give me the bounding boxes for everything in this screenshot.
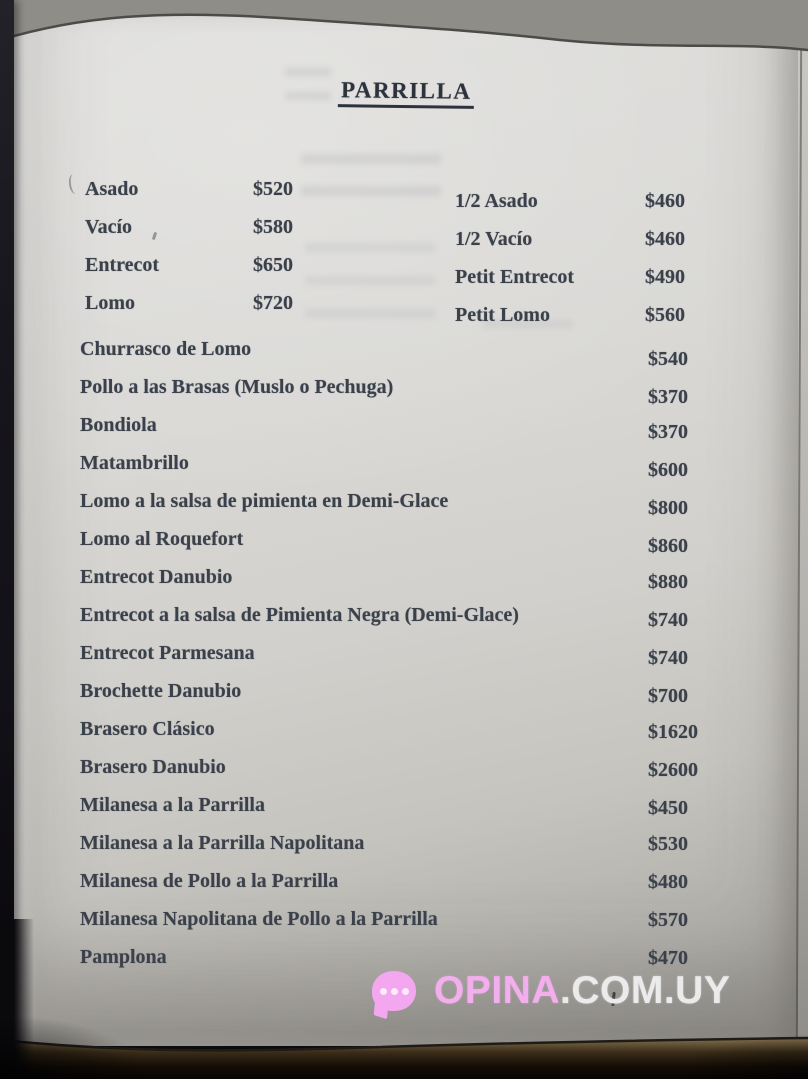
item-name: Lomo	[85, 292, 135, 314]
item-price: $800	[648, 497, 688, 519]
item-name: Entrecot	[85, 254, 160, 276]
menu-page: PARRILLA Asado $520 Vacío $580 Entrecot …	[13, 6, 800, 1046]
menu-item-row: Brasero Danubio $2600	[80, 756, 760, 794]
item-price: $460	[645, 190, 685, 212]
watermark-suffix: .COM.UY	[560, 969, 731, 1012]
item-name: 1/2 Vacío	[455, 228, 533, 250]
item-price: $2600	[648, 759, 698, 781]
item-name: Milanesa a la Parrilla Napolitana	[80, 832, 365, 854]
menu-column-left: Asado $520 Vacío $580 Entrecot $650 Lomo…	[85, 178, 415, 330]
page-title: PARRILLA	[13, 77, 800, 109]
menu-item-row: 1/2 Asado $460	[455, 190, 795, 228]
menu-item-row: Brasero Clásico $1620	[80, 718, 760, 756]
item-name: Pollo a las Brasas (Muslo o Pechuga)	[80, 376, 394, 398]
item-name: Lomo a la salsa de pimienta en Demi-Glac…	[80, 490, 449, 512]
item-name: Milanesa de Pollo a la Parrilla	[80, 870, 339, 892]
item-price: $450	[648, 797, 688, 819]
item-price: $650	[253, 254, 293, 276]
menu-item-row: Petit Entrecot $490	[455, 266, 795, 304]
page-edge-sliver	[798, 30, 808, 1049]
watermark: OPINA .COM.UY	[372, 966, 730, 1016]
item-name: Brasero Danubio	[80, 756, 226, 778]
menu-item-row: Lomo al Roquefort $860	[80, 528, 760, 566]
item-name: Petit Lomo	[455, 304, 550, 326]
page-top-edge	[0, 0, 808, 52]
menu-item-row: Pamplona $470	[80, 946, 760, 984]
item-price: $740	[648, 609, 688, 631]
item-price: $720	[253, 292, 293, 314]
item-price: $530	[648, 833, 688, 855]
item-name: 1/2 Asado	[455, 190, 538, 212]
item-name: Petit Entrecot	[455, 266, 575, 288]
menu-item-row: Asado $520	[85, 178, 415, 216]
item-price: $540	[648, 348, 688, 370]
item-price: $740	[648, 647, 688, 669]
item-name: Milanesa Napolitana de Pollo a la Parril…	[80, 908, 438, 930]
stray-mark	[67, 173, 82, 195]
menu-item-row: Milanesa a la Parrilla $450	[80, 794, 760, 832]
item-name: Brochette Danubio	[80, 680, 242, 702]
item-price: $880	[648, 571, 688, 593]
menu-item-row: Milanesa Napolitana de Pollo a la Parril…	[80, 908, 760, 946]
menu-item-row: Churrasco de Lomo $540	[80, 338, 760, 376]
item-name: Entrecot a la salsa de Pimienta Negra (D…	[80, 604, 519, 626]
bubble-dot	[401, 987, 409, 995]
menu-item-list: Churrasco de Lomo $540 Pollo a las Brasa…	[80, 338, 760, 984]
item-name: Brasero Clásico	[80, 718, 215, 740]
menu-item-row: Milanesa de Pollo a la Parrilla $480	[80, 870, 760, 908]
photo-corner-shadow	[0, 1009, 180, 1079]
menu-item-row: Entrecot Parmesana $740	[80, 642, 760, 680]
item-name: Entrecot Danubio	[80, 566, 233, 588]
menu-item-row: Brochette Danubio $700	[80, 680, 760, 718]
item-price: $490	[645, 266, 685, 288]
menu-item-row: Lomo $720	[85, 292, 415, 330]
item-name: Milanesa a la Parrilla	[80, 794, 265, 816]
menu-item-row: 1/2 Vacío $460	[455, 228, 795, 266]
menu-item-row: Entrecot Danubio $880	[80, 566, 760, 604]
bubble-dot	[379, 987, 387, 995]
item-name: Lomo al Roquefort	[80, 528, 244, 550]
item-name: Pamplona	[80, 946, 167, 968]
item-price: $370	[648, 386, 688, 408]
menu-item-row: Entrecot a la salsa de Pimienta Negra (D…	[80, 604, 760, 642]
chat-bubble-icon	[372, 971, 416, 1011]
item-price: $600	[648, 459, 688, 481]
menu-item-row: Lomo a la salsa de pimienta en Demi-Glac…	[80, 490, 760, 528]
item-price: $470	[648, 947, 688, 969]
menu-item-row: Matambrillo $600	[80, 452, 760, 490]
item-name: Matambrillo	[80, 452, 189, 474]
menu-item-row: Entrecot $650	[85, 254, 415, 292]
photo-corner-shadow	[648, 1029, 808, 1079]
menu-item-row: Bondiola $370	[80, 414, 760, 452]
item-price: $370	[648, 421, 688, 443]
menu-item-row: Petit Lomo $560	[455, 304, 795, 342]
item-name: Asado	[85, 178, 139, 200]
menu-item-row: Milanesa a la Parrilla Napolitana $530	[80, 832, 760, 870]
item-price: $860	[648, 535, 688, 557]
item-name: Bondiola	[80, 414, 157, 436]
item-price: $460	[645, 228, 685, 250]
menu-item-row: Pollo a las Brasas (Muslo o Pechuga) $37…	[80, 376, 760, 414]
item-name: Entrecot Parmesana	[80, 642, 255, 664]
item-price: $480	[648, 871, 688, 893]
bubble-dot	[390, 987, 398, 995]
watermark-brand: OPINA	[434, 969, 561, 1012]
item-price: $700	[648, 685, 688, 707]
item-name: Churrasco de Lomo	[80, 338, 252, 360]
menu-column-right: 1/2 Asado $460 1/2 Vacío $460 Petit Entr…	[455, 190, 795, 342]
item-price: $560	[645, 304, 685, 326]
item-price: $580	[253, 216, 293, 238]
item-price: $1620	[648, 721, 698, 743]
photo-left-edge	[0, 0, 14, 1079]
item-price: $520	[253, 178, 293, 200]
item-price: $570	[648, 909, 688, 931]
item-name: Vacío	[85, 216, 133, 238]
menu-item-row: Vacío $580	[85, 216, 415, 254]
